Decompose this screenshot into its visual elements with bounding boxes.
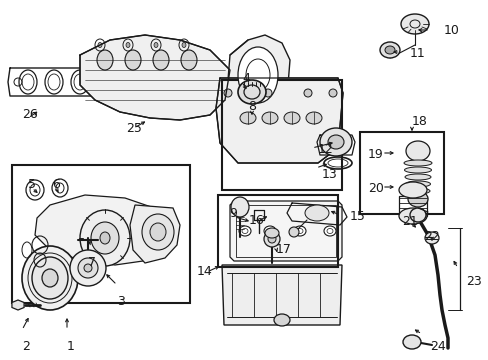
Ellipse shape: [238, 47, 278, 103]
Ellipse shape: [264, 89, 271, 97]
Polygon shape: [222, 265, 341, 325]
Ellipse shape: [181, 50, 197, 70]
Text: 11: 11: [409, 47, 425, 60]
Ellipse shape: [182, 42, 185, 48]
Text: 13: 13: [321, 168, 337, 181]
Text: 10: 10: [443, 24, 459, 37]
Ellipse shape: [328, 89, 336, 97]
Ellipse shape: [398, 182, 426, 198]
Ellipse shape: [404, 167, 430, 173]
Text: 5: 5: [28, 178, 36, 191]
Ellipse shape: [264, 231, 280, 247]
Ellipse shape: [305, 112, 321, 124]
Text: 9: 9: [228, 207, 236, 220]
Ellipse shape: [98, 42, 102, 48]
Ellipse shape: [154, 42, 158, 48]
Ellipse shape: [407, 191, 427, 207]
Ellipse shape: [264, 226, 275, 236]
Ellipse shape: [424, 232, 438, 244]
Bar: [218, 195, 337, 267]
Ellipse shape: [240, 112, 256, 124]
Text: 23: 23: [465, 275, 481, 288]
Ellipse shape: [273, 314, 289, 326]
Ellipse shape: [405, 188, 429, 194]
Polygon shape: [130, 205, 180, 263]
Ellipse shape: [150, 223, 165, 241]
Ellipse shape: [142, 214, 174, 250]
Text: 6: 6: [52, 178, 60, 191]
Ellipse shape: [403, 160, 431, 166]
Bar: [236, 205, 335, 257]
Bar: [398, 196, 426, 216]
Text: 1: 1: [67, 340, 75, 353]
Text: 2: 2: [22, 340, 30, 353]
Ellipse shape: [400, 14, 428, 34]
Ellipse shape: [42, 269, 58, 287]
Ellipse shape: [262, 112, 278, 124]
Text: 3: 3: [117, 295, 124, 308]
Ellipse shape: [319, 128, 351, 156]
Bar: [359, 132, 443, 214]
Ellipse shape: [293, 226, 305, 236]
Text: 21: 21: [401, 215, 417, 228]
Text: 12: 12: [317, 143, 333, 156]
Text: 20: 20: [367, 182, 383, 195]
Ellipse shape: [78, 258, 98, 278]
Ellipse shape: [80, 210, 130, 266]
Bar: [12, 165, 190, 303]
Ellipse shape: [379, 42, 399, 58]
Ellipse shape: [284, 112, 299, 124]
Text: 19: 19: [367, 148, 383, 161]
Text: 18: 18: [411, 115, 427, 128]
Ellipse shape: [238, 80, 265, 104]
Ellipse shape: [405, 181, 429, 187]
Polygon shape: [12, 300, 24, 310]
Ellipse shape: [91, 222, 119, 254]
Ellipse shape: [125, 50, 141, 70]
Ellipse shape: [224, 89, 231, 97]
Text: 17: 17: [275, 243, 291, 256]
Text: 26: 26: [22, 108, 38, 121]
Ellipse shape: [305, 205, 328, 221]
Text: 14: 14: [197, 265, 212, 278]
Polygon shape: [80, 35, 229, 120]
Polygon shape: [227, 35, 289, 130]
Text: 24: 24: [429, 340, 445, 353]
Ellipse shape: [97, 50, 113, 70]
Polygon shape: [229, 201, 341, 261]
Text: 8: 8: [247, 100, 256, 113]
Ellipse shape: [404, 174, 430, 180]
Ellipse shape: [70, 250, 106, 286]
Text: 7: 7: [88, 256, 96, 269]
Ellipse shape: [267, 235, 275, 243]
Ellipse shape: [409, 208, 425, 222]
Ellipse shape: [264, 228, 279, 238]
Ellipse shape: [384, 46, 394, 54]
Ellipse shape: [402, 335, 420, 349]
Ellipse shape: [32, 257, 68, 299]
Text: 16: 16: [248, 214, 264, 227]
Text: 25: 25: [126, 122, 142, 135]
Ellipse shape: [398, 208, 426, 224]
Ellipse shape: [304, 89, 311, 97]
Polygon shape: [35, 195, 170, 265]
Polygon shape: [216, 78, 342, 163]
Ellipse shape: [324, 226, 335, 236]
Ellipse shape: [153, 50, 169, 70]
Text: 4: 4: [242, 72, 249, 85]
Ellipse shape: [239, 226, 250, 236]
Ellipse shape: [100, 232, 110, 244]
Ellipse shape: [84, 264, 92, 272]
Ellipse shape: [405, 141, 429, 161]
Ellipse shape: [327, 135, 343, 149]
Ellipse shape: [22, 246, 78, 310]
Ellipse shape: [230, 197, 248, 217]
Ellipse shape: [126, 42, 130, 48]
Ellipse shape: [288, 227, 298, 237]
Text: 22: 22: [423, 230, 439, 243]
Bar: [222, 80, 341, 190]
Text: 15: 15: [349, 210, 365, 223]
